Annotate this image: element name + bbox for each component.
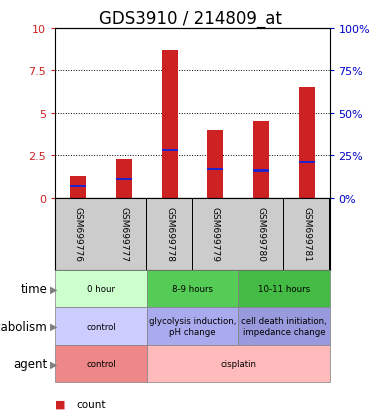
Text: ▶: ▶ — [50, 358, 57, 368]
Bar — [299, 161, 315, 164]
Bar — [162, 51, 178, 198]
FancyBboxPatch shape — [55, 345, 147, 382]
Text: GSM699781: GSM699781 — [302, 207, 311, 262]
Text: GSM699777: GSM699777 — [119, 207, 128, 262]
Text: GSM699779: GSM699779 — [211, 207, 220, 262]
FancyBboxPatch shape — [147, 345, 330, 382]
Text: 8-9 hours: 8-9 hours — [172, 285, 213, 294]
Bar — [162, 150, 178, 152]
FancyBboxPatch shape — [238, 271, 330, 308]
FancyBboxPatch shape — [192, 198, 193, 271]
Bar — [299, 88, 315, 198]
Bar — [116, 178, 132, 181]
Bar — [116, 159, 132, 198]
FancyBboxPatch shape — [238, 308, 330, 345]
FancyBboxPatch shape — [146, 198, 147, 271]
Text: 0 hour: 0 hour — [87, 285, 115, 294]
Bar — [70, 176, 86, 198]
FancyBboxPatch shape — [55, 308, 147, 345]
FancyBboxPatch shape — [283, 198, 284, 271]
Bar — [70, 185, 86, 188]
FancyBboxPatch shape — [147, 271, 238, 308]
Text: cisplatin: cisplatin — [220, 359, 256, 368]
FancyBboxPatch shape — [329, 198, 330, 271]
Text: count: count — [76, 399, 106, 408]
Text: agent: agent — [13, 357, 48, 370]
Text: ▶: ▶ — [50, 284, 57, 294]
Text: ■: ■ — [55, 399, 66, 408]
Text: GSM699778: GSM699778 — [165, 207, 174, 262]
Text: GDS3910 / 214809_at: GDS3910 / 214809_at — [99, 10, 282, 28]
Text: control: control — [86, 322, 116, 331]
Text: GSM699780: GSM699780 — [256, 207, 266, 262]
Text: 10-11 hours: 10-11 hours — [258, 285, 310, 294]
Bar — [207, 131, 223, 198]
Bar — [253, 122, 269, 198]
Text: time: time — [21, 282, 48, 296]
Text: glycolysis induction,
pH change: glycolysis induction, pH change — [149, 317, 236, 336]
FancyBboxPatch shape — [55, 271, 147, 308]
Text: cell death initiation,
impedance change: cell death initiation, impedance change — [241, 317, 327, 336]
Text: ▶: ▶ — [50, 321, 57, 331]
FancyBboxPatch shape — [55, 198, 56, 271]
Bar — [253, 170, 269, 172]
Text: control: control — [86, 359, 116, 368]
Bar — [207, 168, 223, 171]
FancyBboxPatch shape — [147, 308, 238, 345]
Text: GSM699776: GSM699776 — [74, 207, 83, 262]
FancyBboxPatch shape — [238, 198, 239, 271]
Text: metabolism: metabolism — [0, 320, 48, 333]
